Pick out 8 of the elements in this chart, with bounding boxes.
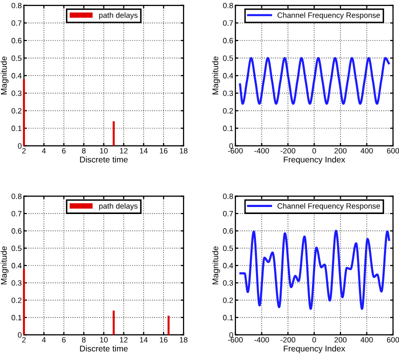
x-axis-title: Frequency Index <box>284 345 346 354</box>
y-axis-title: Magnitude <box>0 56 8 94</box>
y-axis-title: Magnitude <box>212 56 220 94</box>
y-axis-title: Magnitude <box>212 246 220 284</box>
x-axis-title: Discrete time <box>80 345 128 352</box>
x-axis-title: Frequency Index <box>284 156 346 164</box>
x-axis-title: Discrete time <box>80 156 128 163</box>
y-axis-title: Magnitude <box>0 246 8 284</box>
